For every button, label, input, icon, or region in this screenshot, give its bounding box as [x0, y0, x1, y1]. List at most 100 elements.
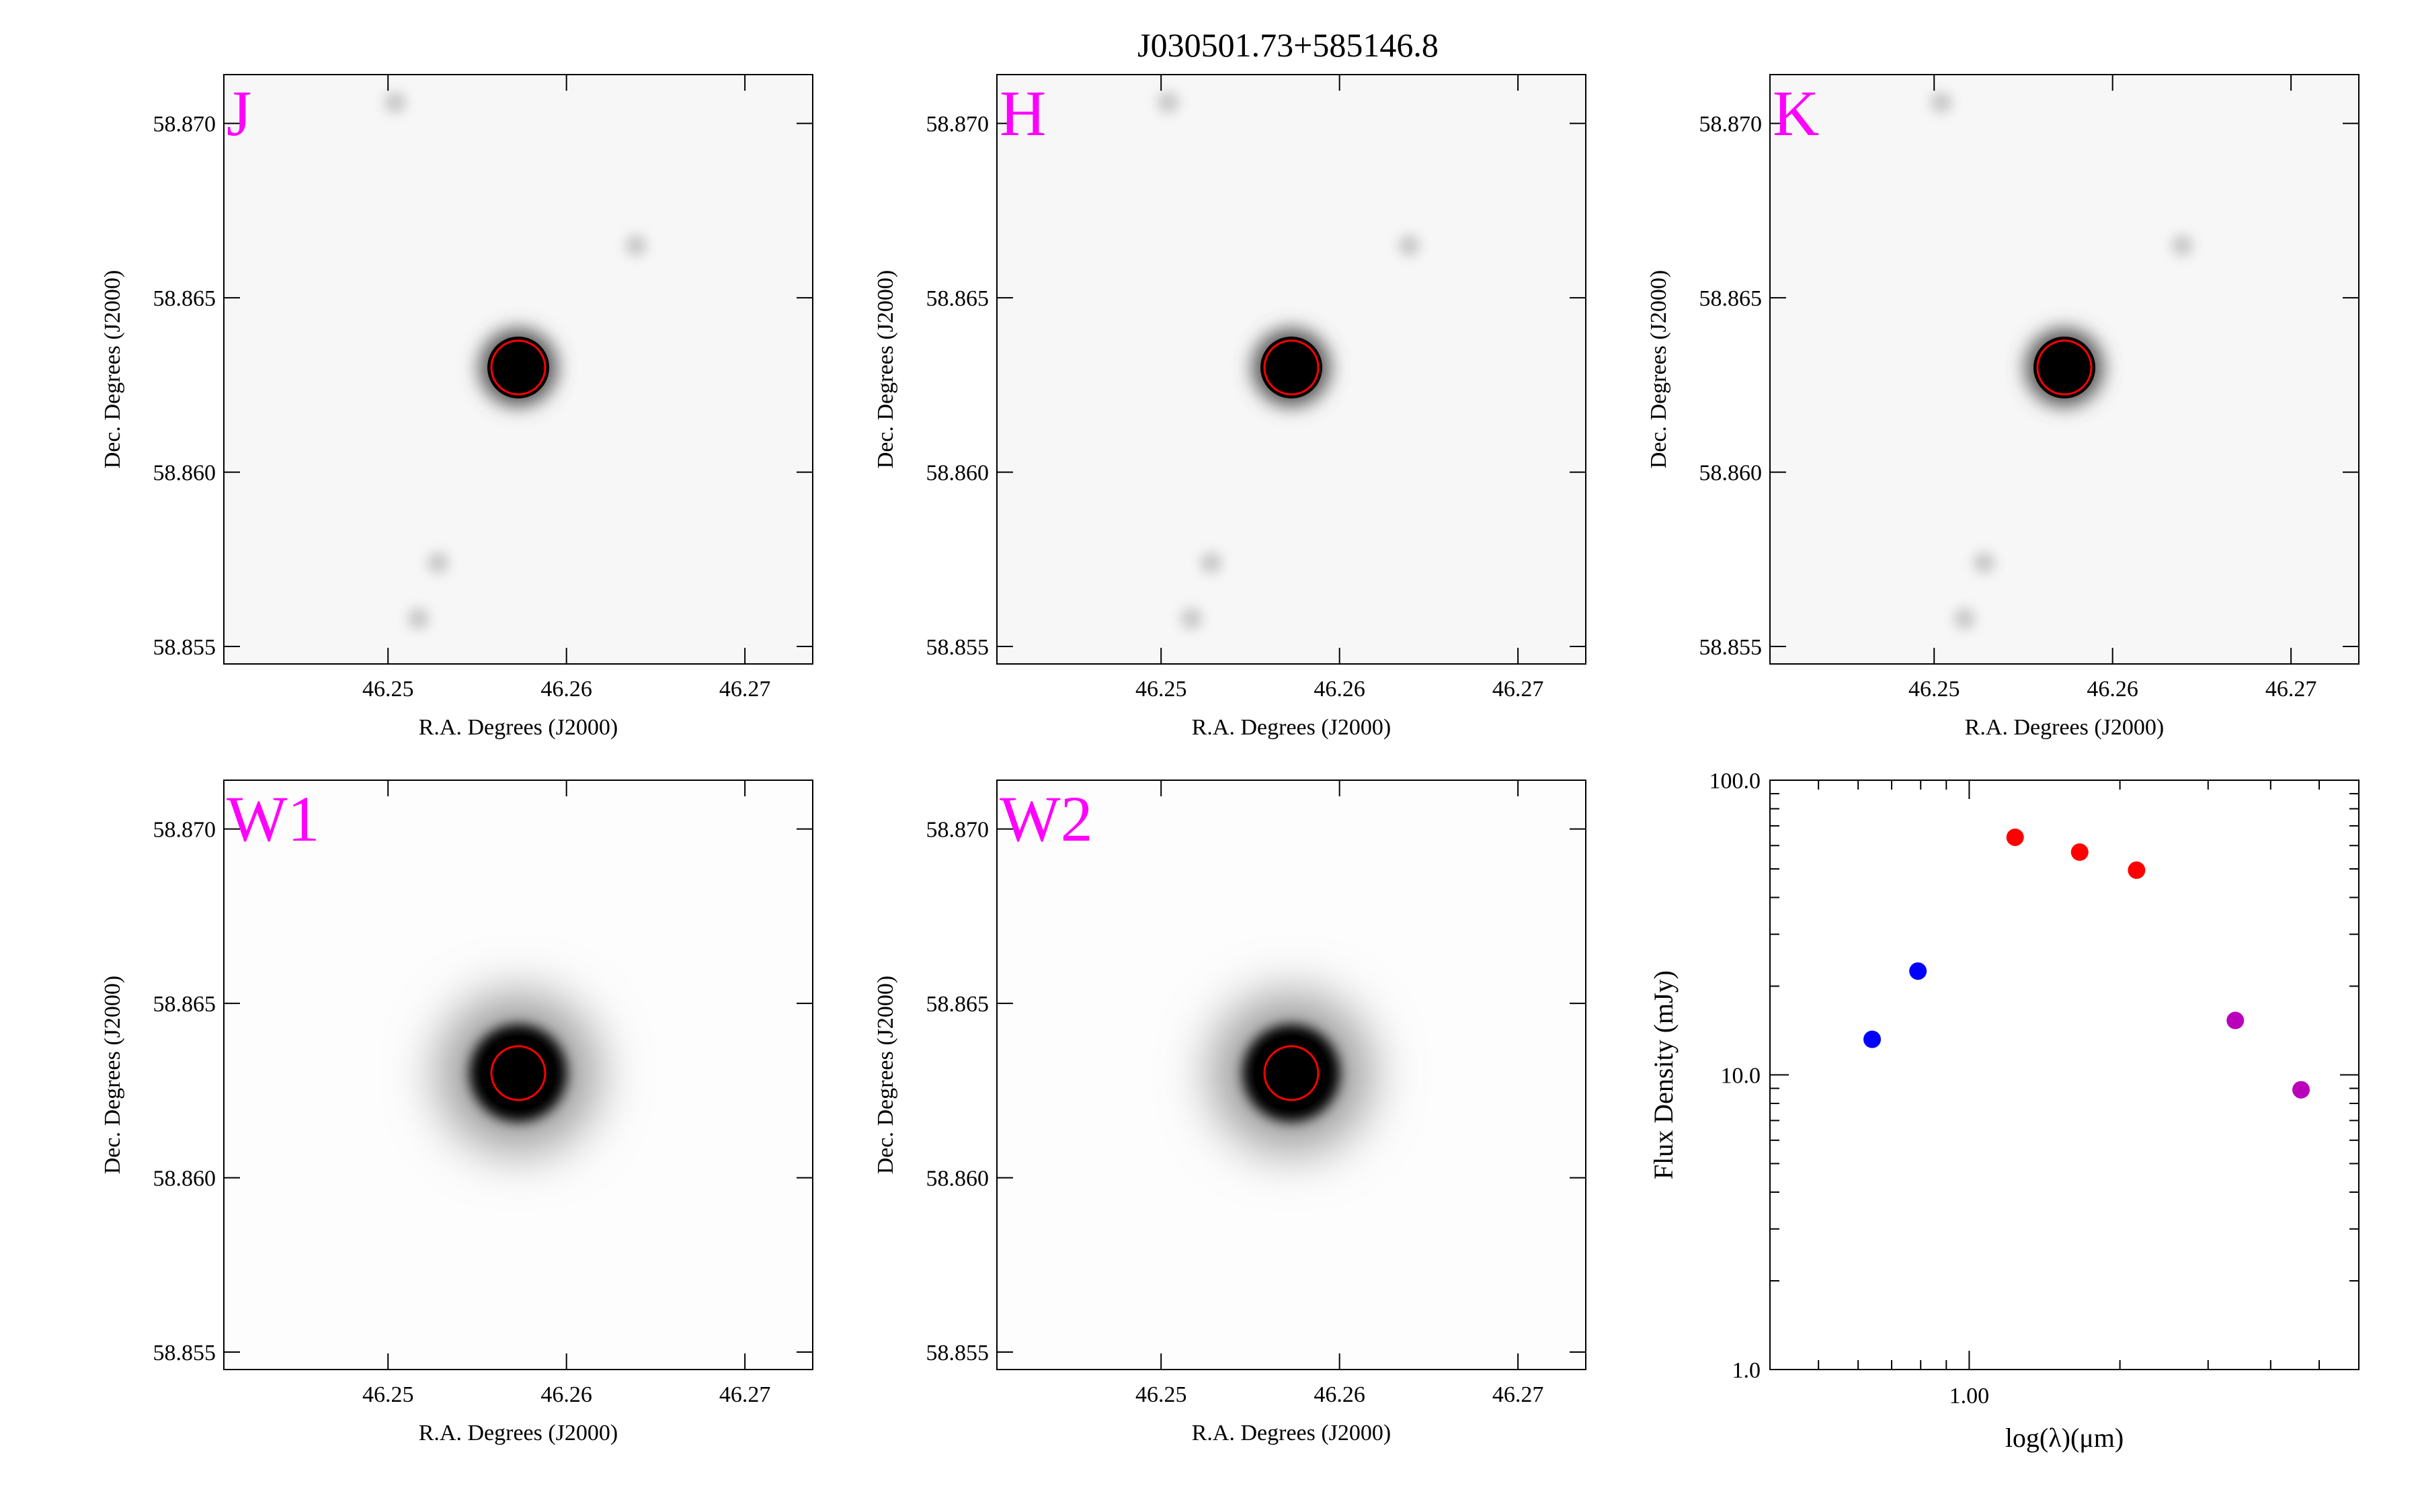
y-tick-label: 58.865	[153, 286, 216, 311]
image-frame	[223, 780, 813, 1370]
image-content	[439, 993, 598, 1152]
x-axis-label: R.A. Degrees (J2000)	[1192, 1421, 1392, 1445]
sed-point	[2292, 1081, 2310, 1099]
band-label: K	[1773, 77, 1819, 149]
source-core	[2033, 336, 2095, 398]
aperture-circle	[490, 1045, 547, 1101]
faint-source	[2171, 235, 2193, 257]
source-core	[1260, 336, 1322, 398]
cutout-w2: 46.25 46.26 46.27 58.855 58.860 58.865 58.870 R…	[873, 780, 1586, 1445]
cutout-h: 46.25 46.26 46.27 58.855 58.860 58.865 58.870 R…	[873, 74, 1586, 740]
y-tick-label: 58.860	[153, 461, 216, 486]
y-tick-label: 58.865	[1699, 286, 1763, 311]
band-label: W2	[1000, 783, 1093, 855]
aperture-circle	[2036, 339, 2093, 396]
y-axis-label: Dec. Degrees (J2000)	[1646, 270, 1671, 469]
x-tick-label: 46.26	[540, 677, 592, 702]
image-content	[1212, 993, 1371, 1152]
image-content	[1930, 91, 2193, 630]
y-axis-label: Dec. Degrees (J2000)	[873, 270, 898, 469]
aperture-circle	[1263, 1045, 1320, 1101]
faint-source	[625, 235, 647, 257]
y-axis-label: Dec. Degrees (J2000)	[100, 976, 125, 1175]
y-tick-label: 58.870	[1699, 112, 1763, 137]
y-tick-label: 58.870	[926, 818, 990, 843]
y-tick-label: 58.870	[926, 112, 990, 137]
x-tick-label: 46.26	[1314, 677, 1365, 702]
y-tick-label: 58.855	[926, 635, 990, 660]
sed-point	[2128, 861, 2146, 879]
faint-source	[384, 91, 406, 114]
y-tick-label: 100.0	[1709, 769, 1761, 794]
cutout-w1: 46.25 46.26 46.27 58.855 58.860 58.865 58.870 R…	[100, 780, 813, 1445]
image-frame	[996, 780, 1586, 1370]
y-axis-label: Dec. Degrees (J2000)	[100, 270, 125, 469]
sed-plot: 1.0 10.0 100.0 1.00 log(λ)(μm) Flux Density (…	[1648, 769, 2360, 1453]
y-tick-label: 58.870	[153, 818, 216, 843]
x-axis-label: R.A. Degrees (J2000)	[419, 1421, 618, 1445]
x-tick-label: 46.26	[1314, 1382, 1365, 1407]
y-tick-label: 58.860	[1699, 461, 1763, 486]
y-tick-label: 58.865	[926, 992, 990, 1017]
x-tick-label: 46.25	[362, 677, 414, 702]
faint-source	[407, 607, 430, 630]
x-tick-label: 46.25	[1135, 1382, 1187, 1407]
x-tick-label: 46.25	[362, 1382, 414, 1407]
y-tick-label: 1.0	[1732, 1358, 1761, 1383]
x-tick-label: 1.00	[1949, 1384, 1990, 1409]
faint-source	[1200, 552, 1222, 574]
band-label: W1	[227, 783, 320, 855]
sed-point	[1863, 1030, 1882, 1048]
y-tick-label: 58.855	[153, 1341, 216, 1366]
y-tick-label: 10.0	[1721, 1064, 1761, 1089]
sed-x-axis-label: log(λ)(μm)	[2005, 1423, 2124, 1453]
cutout-j: 46.25 46.26 46.27 58.855 58.860 58.865 58.870 R…	[100, 74, 813, 740]
x-axis-label: R.A. Degrees (J2000)	[419, 715, 618, 740]
y-tick-label: 58.855	[153, 635, 216, 660]
band-label: J	[227, 77, 251, 149]
y-tick-label: 58.860	[153, 1167, 216, 1191]
y-tick-label: 58.870	[153, 112, 216, 137]
y-tick-label: 58.865	[153, 992, 216, 1017]
x-tick-label: 46.27	[1492, 1382, 1544, 1407]
aperture-circle	[490, 339, 547, 396]
y-axis-label: Dec. Degrees (J2000)	[873, 976, 898, 1175]
faint-source	[1180, 607, 1203, 630]
x-tick-label: 46.25	[1135, 677, 1187, 702]
x-tick-label: 46.25	[1908, 677, 1960, 702]
faint-source	[1930, 91, 1952, 114]
cutout-panels: 46.25 46.26 46.27 58.855 58.860 58.865 58.870 R…	[100, 74, 2360, 1445]
image-frame	[996, 74, 1586, 665]
sed-point	[1909, 962, 1927, 980]
faint-source	[1157, 91, 1179, 114]
sed-point	[2006, 828, 2024, 846]
sed-y-axis-label: Flux Density (mJy)	[1648, 970, 1679, 1179]
sed-frame	[1769, 780, 2360, 1370]
sed-point	[2070, 843, 2089, 862]
figure-title: J030501.73+585146.8	[1137, 26, 1439, 64]
image-content	[1157, 91, 1420, 630]
faint-source	[1953, 607, 1976, 630]
aperture-circle	[1263, 339, 1320, 396]
cutout-k: 46.25 46.26 46.27 58.855 58.860 58.865 58.870 R…	[1646, 74, 2360, 740]
x-tick-label: 46.26	[2087, 677, 2138, 702]
image-frame	[223, 74, 813, 665]
y-tick-label: 58.860	[926, 461, 990, 486]
y-tick-label: 58.855	[1699, 635, 1763, 660]
faint-source	[427, 552, 449, 574]
faint-source	[1398, 235, 1420, 257]
y-tick-label: 58.855	[926, 1341, 990, 1366]
x-tick-label: 46.27	[719, 677, 771, 702]
x-tick-label: 46.26	[540, 1382, 592, 1407]
image-frame	[1769, 74, 2360, 665]
band-label: H	[1000, 77, 1046, 149]
y-tick-label: 58.865	[926, 286, 990, 311]
image-content	[384, 91, 647, 630]
x-tick-label: 46.27	[2265, 677, 2317, 702]
source-core	[487, 336, 549, 398]
y-tick-label: 58.860	[926, 1167, 990, 1191]
x-axis-label: R.A. Degrees (J2000)	[1965, 715, 2165, 740]
x-tick-label: 46.27	[1492, 677, 1544, 702]
sed-point	[2226, 1011, 2245, 1030]
